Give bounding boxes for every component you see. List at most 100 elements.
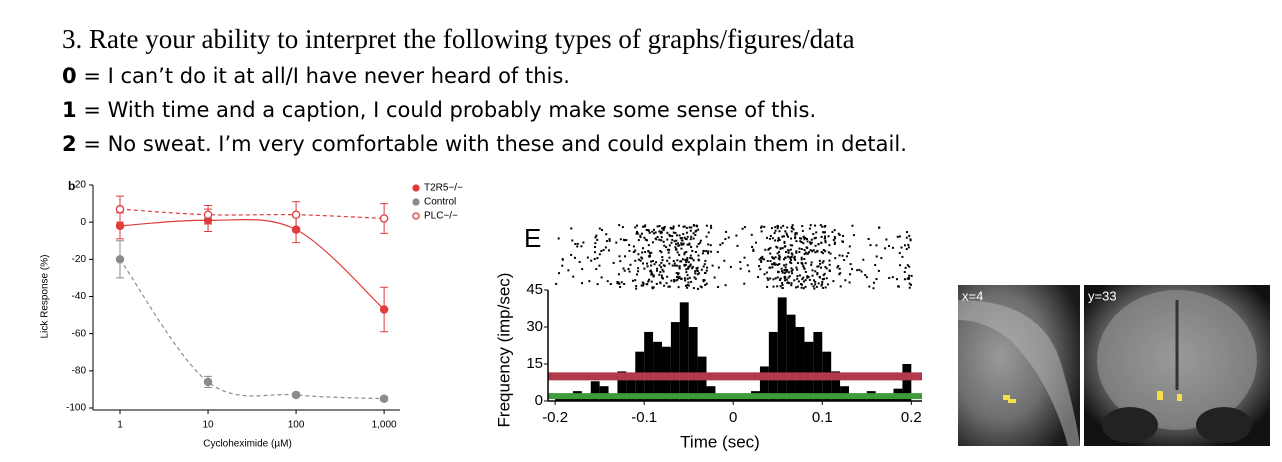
- spike: [814, 236, 817, 239]
- spike: [572, 275, 575, 278]
- spike: [644, 251, 647, 254]
- spike: [790, 255, 793, 258]
- brain-texture: [1196, 407, 1252, 443]
- spike: [806, 246, 809, 249]
- spike: [903, 278, 906, 281]
- activation-spot: [1008, 399, 1016, 403]
- spike: [878, 226, 881, 229]
- histogram-bar: [653, 341, 662, 401]
- spike: [790, 237, 793, 240]
- spike: [706, 252, 709, 255]
- x-tick-label: -0.1: [631, 409, 657, 426]
- spike: [791, 268, 794, 271]
- spike: [669, 226, 672, 229]
- spike: [896, 235, 899, 238]
- spike: [796, 277, 799, 280]
- spike: [761, 255, 764, 258]
- spike: [676, 278, 679, 281]
- spike: [628, 249, 631, 252]
- spike: [656, 236, 659, 239]
- spike: [650, 260, 653, 263]
- spike: [668, 285, 671, 288]
- spike: [699, 285, 702, 288]
- spike: [600, 250, 603, 253]
- spike: [724, 284, 727, 287]
- spike: [832, 280, 835, 283]
- spike: [696, 245, 699, 248]
- spike: [899, 264, 902, 267]
- spike: [646, 262, 649, 265]
- spike: [619, 285, 622, 288]
- spike: [648, 255, 651, 258]
- x-tick-label: 100: [288, 420, 305, 431]
- spike: [691, 249, 694, 252]
- spike: [687, 267, 690, 270]
- spike: [759, 256, 762, 259]
- spike: [697, 242, 700, 245]
- legend-label: Control: [424, 197, 456, 208]
- spike: [806, 275, 809, 278]
- spike: [802, 276, 805, 279]
- y-tick-label: 20: [75, 180, 87, 191]
- spike: [776, 276, 779, 279]
- spike: [836, 266, 839, 269]
- spike: [774, 256, 777, 259]
- spike: [673, 280, 676, 283]
- spike: [790, 284, 793, 287]
- spike: [784, 276, 787, 279]
- spike: [706, 266, 709, 269]
- spike: [772, 278, 775, 281]
- spike: [781, 235, 784, 238]
- spike: [689, 254, 692, 257]
- spike: [651, 272, 654, 275]
- brain-texture: [1102, 407, 1158, 443]
- spike: [729, 265, 732, 268]
- spike: [605, 240, 608, 243]
- spike: [908, 282, 911, 285]
- spike: [803, 238, 806, 241]
- spike: [781, 287, 784, 290]
- spike: [739, 267, 742, 270]
- spike: [779, 285, 782, 288]
- spike: [669, 234, 672, 237]
- spike: [685, 268, 688, 271]
- spike: [645, 228, 648, 231]
- scale-key: 0: [62, 64, 77, 88]
- spike: [635, 232, 638, 235]
- y-tick-label: -20: [72, 254, 87, 265]
- spike: [802, 242, 805, 245]
- spike: [808, 278, 811, 281]
- spike: [801, 230, 804, 233]
- spike: [692, 232, 695, 235]
- spike: [822, 231, 825, 234]
- scale-text: = With time and a caption, I could proba…: [83, 98, 817, 122]
- spike: [684, 258, 687, 261]
- spike: [719, 243, 722, 246]
- spike: [699, 239, 702, 242]
- spike: [834, 257, 837, 260]
- spike: [671, 238, 674, 241]
- spike: [667, 251, 670, 254]
- spike: [685, 271, 688, 274]
- spike: [839, 285, 842, 288]
- spike: [619, 260, 622, 263]
- spike: [785, 278, 788, 281]
- spike: [771, 266, 774, 269]
- spike: [812, 285, 815, 288]
- spike: [686, 284, 689, 287]
- spike: [880, 257, 883, 260]
- spike: [660, 236, 663, 239]
- spike: [665, 282, 668, 285]
- spike: [646, 239, 649, 242]
- spike: [672, 231, 675, 234]
- spike: [678, 253, 681, 256]
- spike: [634, 249, 637, 252]
- spike: [906, 277, 909, 280]
- spike: [810, 263, 813, 266]
- histogram-bar: [759, 366, 769, 401]
- spike: [660, 274, 663, 277]
- spike: [661, 256, 664, 259]
- spike: [623, 269, 626, 272]
- spike: [676, 259, 679, 262]
